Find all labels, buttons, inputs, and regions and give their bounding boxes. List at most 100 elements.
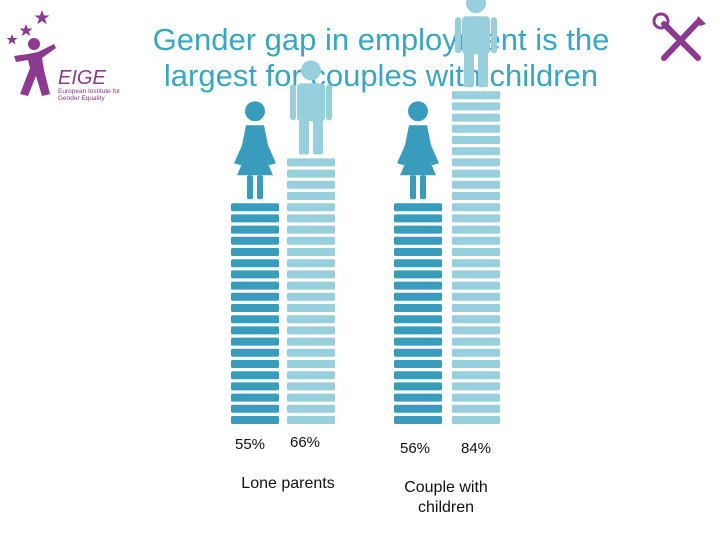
bar-slat (287, 214, 335, 223)
bar-slat (394, 214, 442, 223)
eige-logo: EIGE European Institute for Gender Equal… (6, 10, 121, 102)
bar-slat (452, 180, 500, 189)
bar-slat (452, 147, 500, 156)
bar-slat (452, 292, 500, 301)
bar-slat (287, 203, 335, 212)
bar-slat (452, 315, 500, 324)
bar-slat (452, 169, 500, 178)
logo-tagline: European Institute for Gender Equality (58, 88, 121, 102)
bar-slat (231, 393, 279, 402)
bar-slat (231, 270, 279, 279)
bar-slat (452, 225, 500, 234)
bar-slat (287, 248, 335, 256)
chart-title: Gender gap in employment is the largest … (152, 22, 610, 93)
bar-slat (394, 393, 442, 402)
value-label: 55% (235, 436, 266, 453)
bar-slat (452, 91, 500, 100)
bar-slat (452, 158, 500, 167)
bar-slat (452, 124, 500, 133)
bar-slat (287, 326, 335, 335)
bar-slat (231, 203, 279, 212)
bar-slat (394, 348, 442, 357)
bar-slat (287, 225, 335, 234)
bar-slat (452, 236, 500, 245)
bar-slat (287, 404, 335, 413)
bar-slat (452, 382, 500, 391)
bar-slat (231, 416, 279, 424)
category-label: Lone parents (241, 475, 335, 492)
stars-icon (6, 10, 50, 45)
bar-slat (231, 236, 279, 245)
woman-icon (234, 101, 276, 200)
logo-wordmark: EIGE (58, 67, 106, 89)
bar-slat (452, 192, 500, 200)
bar-slat (287, 180, 335, 189)
bar-slat (394, 236, 442, 245)
bar-slat (452, 304, 500, 312)
bar-slat (287, 236, 335, 245)
man-icon (290, 60, 332, 155)
bar-slat (452, 348, 500, 357)
bar-slat (231, 337, 279, 346)
bar-slat (287, 292, 335, 301)
bar-slat (287, 158, 335, 167)
bar-slat (394, 382, 442, 391)
bar-slat (231, 248, 279, 256)
bar-slat (394, 315, 442, 324)
bar-slat (394, 270, 442, 279)
bar-slat (452, 203, 500, 212)
bar-slat (452, 416, 500, 424)
bar-slat (287, 315, 335, 324)
bar-slat (287, 393, 335, 402)
bar-slat (287, 348, 335, 357)
bar-slat (452, 371, 500, 380)
bar-slat (452, 270, 500, 279)
bar-slat (231, 326, 279, 335)
bar-slat (394, 404, 442, 413)
woman-icon (397, 101, 439, 200)
bar-slat (287, 416, 335, 424)
bar-slat (231, 281, 279, 290)
bar-slat (394, 281, 442, 290)
bar-slat (231, 371, 279, 380)
bar-slat (231, 315, 279, 324)
bar-slat (452, 248, 500, 256)
bar-slat (287, 360, 335, 368)
bar-slat (394, 304, 442, 312)
bar-slat (394, 203, 442, 212)
eige-figure-icon (14, 38, 56, 96)
bar-slat (394, 416, 442, 424)
bar-slat (287, 270, 335, 279)
bar-slat (231, 259, 279, 268)
bar-slat (287, 169, 335, 178)
bar-slat (452, 326, 500, 335)
man-icon (455, 0, 497, 88)
value-label: 66% (290, 434, 321, 451)
bar-slat (394, 225, 442, 234)
bar-slat (452, 404, 500, 413)
tools-icon (652, 12, 706, 61)
bar-slat (452, 281, 500, 290)
value-label: 56% (400, 440, 431, 457)
bar-slat (452, 393, 500, 402)
bar-slat (231, 348, 279, 357)
bar-slat (231, 304, 279, 312)
bar-slat (231, 360, 279, 368)
bar-slat (394, 259, 442, 268)
bar-slat (287, 259, 335, 268)
bar-slat (287, 371, 335, 380)
bar-slat (394, 371, 442, 380)
bar-slat (452, 136, 500, 144)
bar-slat (452, 337, 500, 346)
bar-slat (287, 192, 335, 200)
bar-slat (287, 337, 335, 346)
bar-slat (452, 360, 500, 368)
category-label: Couple with children (404, 479, 488, 516)
bar-slat (231, 225, 279, 234)
bar-slat (231, 214, 279, 223)
bar-slat (287, 382, 335, 391)
bar-slat (394, 292, 442, 301)
bar-slat (231, 382, 279, 391)
bar-slat (287, 281, 335, 290)
